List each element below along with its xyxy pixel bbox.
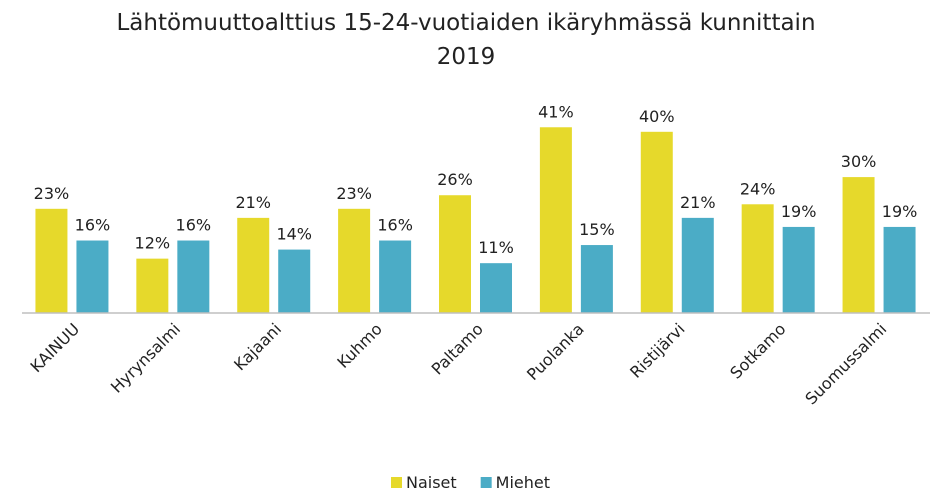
value-label: 14%: [276, 225, 312, 244]
x-tick-label: KAINUU: [27, 319, 84, 376]
value-label: 21%: [680, 193, 716, 212]
bar: [379, 240, 412, 313]
bar: [480, 263, 512, 313]
bar: [76, 240, 109, 313]
bar: [338, 208, 371, 313]
value-label: 30%: [841, 152, 877, 171]
value-label: 21%: [235, 193, 271, 212]
x-tick-label: Ristijärvi: [626, 319, 688, 381]
value-label: 26%: [437, 170, 473, 189]
bar: [35, 208, 68, 313]
value-label: 41%: [538, 102, 574, 121]
bar: [681, 217, 714, 313]
bar: [237, 217, 270, 313]
bar: [278, 249, 311, 313]
bar: [640, 131, 673, 313]
bar: [741, 204, 774, 313]
bar: [539, 127, 572, 314]
bar: [136, 258, 169, 313]
bar: [842, 177, 875, 313]
value-label: 16%: [75, 216, 111, 235]
legend-swatch: [480, 477, 492, 488]
value-label: 15%: [579, 220, 615, 239]
chart-title: Lähtömuuttoalttius 15-24-vuotiaiden ikär…: [116, 10, 816, 70]
value-label: 19%: [781, 202, 817, 221]
x-tick-label: Kajaani: [230, 319, 285, 374]
bar: [177, 240, 210, 313]
value-label: 19%: [882, 202, 918, 221]
legend-swatch: [391, 477, 402, 488]
x-tick-label: Kuhmo: [333, 319, 386, 372]
value-label: 40%: [639, 107, 675, 126]
value-label: 11%: [478, 238, 514, 257]
bar: [439, 195, 471, 313]
bar: [782, 226, 815, 313]
x-tick-label: Sotkamo: [726, 319, 789, 382]
legend-label: Naiset: [406, 473, 457, 492]
x-tick-label: Paltamo: [428, 319, 487, 378]
value-label: 12%: [135, 234, 171, 253]
legend-label: Miehet: [496, 473, 550, 492]
bar: [883, 226, 916, 313]
value-label: 24%: [740, 179, 776, 198]
value-label: 16%: [377, 216, 413, 235]
x-tick-label: Suomussalmi: [801, 319, 890, 408]
x-tick-label: Hyrynsalmi: [107, 319, 184, 396]
x-tick-label: Puolanka: [523, 319, 588, 384]
value-label: 23%: [336, 184, 372, 203]
value-label: 23%: [34, 184, 70, 203]
bar: [580, 245, 613, 313]
value-label: 16%: [176, 216, 212, 235]
